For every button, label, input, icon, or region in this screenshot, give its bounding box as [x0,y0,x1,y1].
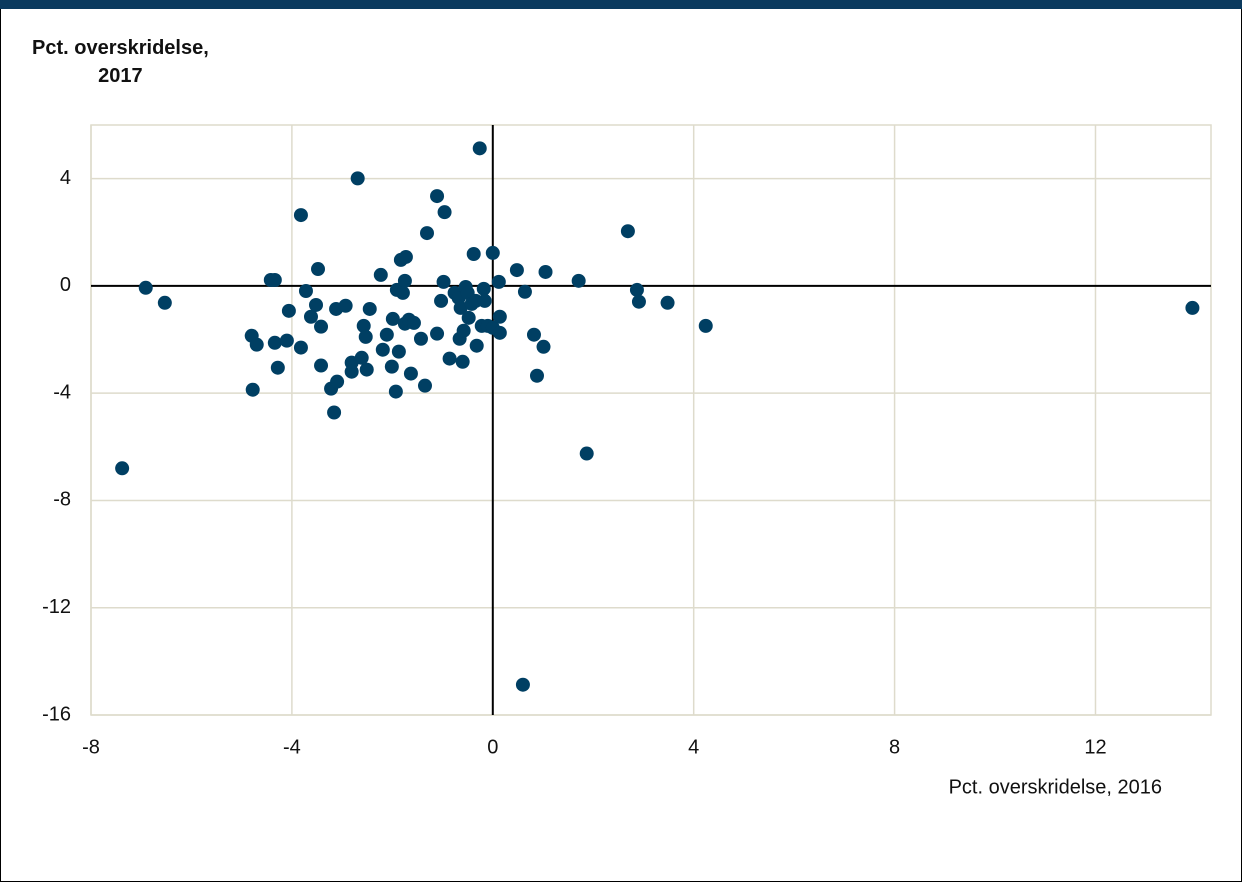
point [517,284,532,299]
point [436,274,451,289]
point [358,329,373,344]
point [314,358,329,373]
point [330,374,345,389]
point [359,362,374,377]
point [413,331,428,346]
point [350,171,365,186]
point [538,264,553,279]
point [344,364,359,379]
point [455,354,470,369]
point [515,677,530,692]
point [509,263,524,278]
point [698,318,713,333]
point [526,327,541,342]
point [456,323,471,338]
x-tick-label: -4 [283,736,301,758]
y-tick-label: -8 [53,489,71,511]
point [138,280,153,295]
point [420,226,434,241]
point [631,294,646,309]
x-tick-label: 4 [688,736,699,758]
point [492,309,507,324]
point [311,262,326,277]
point [403,366,418,381]
point [293,340,308,355]
point [385,311,400,326]
point [660,295,675,310]
point [298,284,313,299]
point [477,293,492,308]
point [485,245,500,260]
point [397,273,412,288]
point [281,303,296,318]
point [417,378,432,393]
plot-frame [90,124,1212,716]
point [375,342,390,357]
point [267,335,282,350]
point [303,309,318,324]
banner [0,0,1242,9]
point [309,297,324,312]
point [379,327,394,342]
point [338,298,353,313]
x-tick-label: -8 [82,736,100,758]
point [620,224,635,239]
point [442,351,457,366]
point [249,337,264,352]
point [571,273,586,288]
y-tick-label: -4 [53,381,71,403]
point [279,333,294,348]
point [437,205,452,220]
point [157,295,172,310]
point [314,319,329,334]
point [398,249,413,264]
point [391,344,406,359]
y-tick-label: -16 [42,703,71,725]
x-tick-label: 12 [1084,736,1106,758]
point [395,285,410,300]
point [270,360,285,375]
point [1185,300,1200,315]
y-axis-label: Pct. overskridelse, 2017 [32,37,209,87]
point [354,350,369,365]
y-tick-label: 4 [60,167,71,189]
point [492,325,507,340]
point [245,382,260,397]
x-tick-label: 0 [487,736,498,758]
point [579,446,594,461]
point [384,359,399,374]
point [115,461,130,476]
point [388,384,403,399]
point [430,326,445,341]
point [293,208,308,223]
point [434,293,449,308]
point [356,318,371,333]
point [453,300,468,315]
point [461,310,476,325]
y-tick-label: -12 [42,596,71,618]
x-axis-label: Pct. overskridelse, 2016 [949,776,1162,798]
point [362,301,377,316]
point [327,405,342,420]
point [267,273,282,288]
point [469,338,484,353]
point [491,274,506,289]
point [529,368,544,383]
point [373,267,388,282]
point [536,339,551,354]
point [406,315,421,330]
x-tick-label: 8 [889,736,900,758]
point [472,141,487,156]
y-tick-label: 0 [60,274,71,296]
point [430,189,445,204]
point [466,246,481,261]
point [476,281,491,296]
point [629,282,644,297]
